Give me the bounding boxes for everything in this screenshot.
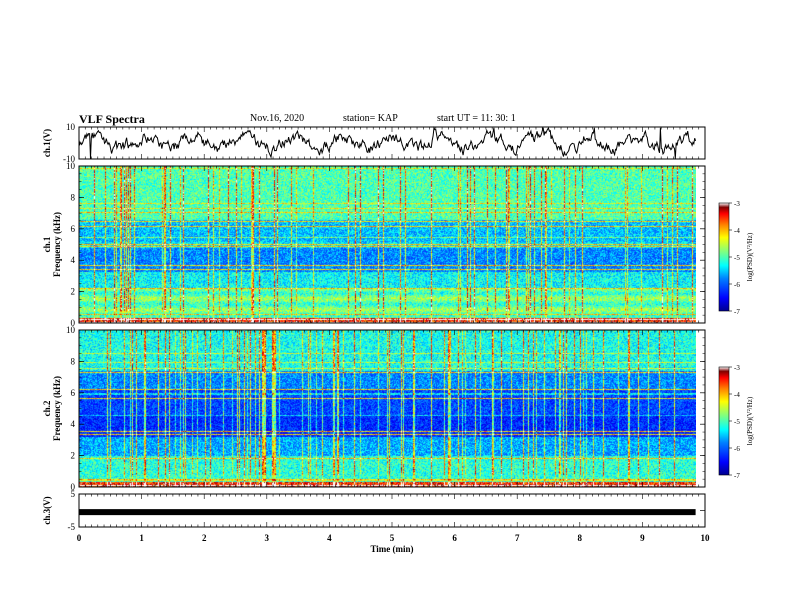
ch2-spec-colorbar-tick-label: -4: [734, 391, 740, 399]
ch2-spec-y-axis-label: Frequency (kHz): [52, 376, 62, 441]
ch1-spec-y-tick-label: 6: [71, 224, 76, 234]
ch1-spec-y-tick-label: 2: [71, 287, 76, 297]
x-tick-label: 6: [452, 533, 457, 543]
ch1-y-tick-label: 10: [66, 122, 76, 132]
ch1-waveform-line: [78, 126, 697, 159]
ch1-spec-colorbar-tick-label: -4: [734, 227, 740, 235]
x-tick-label: 4: [327, 533, 332, 543]
ch1-spec-colorbar-tick-label: -5: [734, 254, 740, 262]
x-tick-label: 0: [77, 533, 82, 543]
ch2-spec-y-tick-label: 4: [71, 419, 76, 429]
ch1-spec-colorbar-tick-label: -3: [734, 200, 740, 208]
ch2-spectrogram-image: [79, 330, 696, 487]
ch2-spec-y-axis-label: ch.2: [42, 400, 52, 416]
ch2-spec-y-tick-label: 10: [66, 325, 76, 335]
ch1-spec-y-axis-label: ch.1: [42, 236, 52, 252]
ch2-spec-colorbar-label: log(PSD)(V²/Hz): [746, 396, 754, 445]
ch3-y-axis-label: ch.3(V): [42, 496, 52, 524]
ch2-spec-y-tick-label: 8: [71, 356, 76, 366]
ch1-y-axis-label: ch.1(V): [42, 129, 52, 157]
ch1-spec-colorbar-label: log(PSD)(V²/Hz): [746, 232, 754, 281]
ch2-spec-y-tick-label: 6: [71, 388, 76, 398]
ch1-spec-y-tick-label: 10: [66, 161, 76, 171]
ch2-spec-colorbar: [718, 366, 730, 476]
ch2-spec-y-tick-label: 0: [71, 482, 76, 492]
ch1-spec-colorbar: [718, 202, 730, 312]
x-tick-label: 5: [390, 533, 395, 543]
date-label: Nov.16, 2020: [250, 113, 305, 124]
x-tick-label: 1: [139, 533, 144, 543]
ch2-spec-colorbar-tick-label: -6: [734, 445, 740, 453]
x-tick-label: 10: [701, 533, 711, 543]
ch3-y-tick-label: -5: [68, 522, 76, 532]
x-tick-label: 9: [640, 533, 645, 543]
ch2-spec-colorbar-tick-label: -5: [734, 418, 740, 426]
x-tick-label: 8: [578, 533, 583, 543]
ch2-spec-colorbar-tick-label: -3: [734, 364, 740, 372]
station-label: station= KAP: [343, 113, 398, 124]
x-tick-label: 3: [265, 533, 270, 543]
ch1-y-tick-label: -10: [63, 154, 75, 164]
ch1-spec-colorbar-tick-label: -6: [734, 281, 740, 289]
ch3-y-tick-label: 5: [71, 489, 76, 499]
ch1-spec-colorbar-tick-label: -7: [734, 308, 740, 316]
ch1-spec-y-axis-label: Frequency (kHz): [52, 212, 62, 277]
figure-title: VLF Spectra: [79, 112, 145, 126]
ch1-spec-y-tick-label: 0: [71, 318, 76, 328]
x-axis-label: Time (min): [370, 544, 413, 554]
start-time-label: start UT = 11: 30: 1: [437, 113, 516, 124]
ch1-spectrogram-image: [79, 166, 696, 323]
x-tick-label: 2: [202, 533, 207, 543]
ch1-spec-y-tick-label: 4: [71, 255, 76, 265]
x-tick-label: 7: [515, 533, 520, 543]
ch2-spec-y-tick-label: 2: [71, 451, 76, 461]
ch1-spec-y-tick-label: 8: [71, 192, 76, 202]
ch2-spec-colorbar-tick-label: -7: [734, 472, 740, 480]
